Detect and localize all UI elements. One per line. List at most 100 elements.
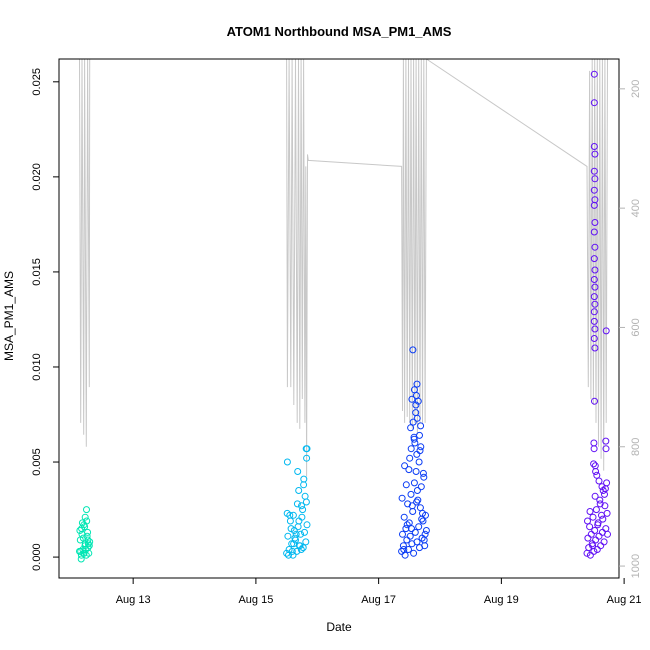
data-point — [294, 523, 302, 531]
data-point — [399, 530, 406, 538]
data-point — [401, 551, 409, 559]
data-point — [288, 540, 296, 548]
data-point — [591, 219, 599, 226]
y-tick-label: 0.005 — [31, 448, 43, 476]
data-point — [293, 547, 301, 555]
data-point — [299, 506, 307, 514]
y-tick-label: 0.015 — [31, 258, 43, 286]
x-axis-label: Date — [326, 620, 352, 634]
data-point — [84, 536, 92, 544]
data-point — [590, 308, 598, 316]
data-point — [407, 490, 415, 498]
data-point — [602, 445, 610, 453]
chart-title: ATOM1 Northbound MSA_PM1_AMS — [227, 24, 452, 39]
data-point — [591, 150, 599, 158]
data-point — [586, 508, 594, 515]
data-point — [80, 521, 88, 529]
data-point — [601, 502, 609, 510]
data-point — [284, 532, 292, 540]
series-4 — [583, 70, 611, 559]
data-point — [421, 542, 429, 550]
data-point — [79, 534, 87, 542]
data-point — [406, 454, 414, 462]
data-point — [420, 536, 428, 544]
data-point — [591, 243, 599, 251]
plot-area — [76, 59, 611, 563]
data-point — [399, 542, 407, 550]
data-point — [590, 317, 598, 325]
data-point — [596, 496, 604, 504]
data-point — [290, 540, 298, 548]
data-point — [592, 536, 600, 544]
data-point — [590, 143, 598, 150]
y-tick-label: 0.010 — [31, 353, 43, 381]
data-point — [589, 542, 597, 550]
data-point — [289, 551, 297, 559]
y2-tick-label: 800 — [630, 438, 642, 456]
data-point — [283, 458, 291, 466]
data-point — [77, 555, 85, 563]
data-point — [413, 538, 421, 546]
data-point — [407, 424, 415, 432]
data-point — [76, 527, 84, 534]
data-point — [413, 498, 421, 506]
data-point — [416, 504, 424, 512]
data-point — [408, 395, 416, 403]
data-point — [298, 502, 305, 510]
data-point — [599, 515, 607, 523]
data-point — [590, 186, 598, 194]
y2-tick-label: 400 — [630, 199, 642, 217]
data-point — [407, 445, 415, 453]
data-point — [592, 506, 600, 514]
series-2 — [283, 445, 311, 559]
y2-tick-label: 600 — [630, 318, 642, 336]
data-point — [296, 542, 304, 550]
data-point — [294, 468, 302, 475]
data-point — [587, 530, 595, 538]
data-point — [593, 471, 601, 479]
data-point — [415, 523, 423, 531]
data-point — [409, 418, 417, 426]
axes: Aug 13 Aug 15 Aug 17 Aug 19 Aug 21 0.000 0.005… — [31, 58, 642, 606]
data-point — [295, 517, 303, 525]
data-point — [591, 397, 598, 405]
data-point — [585, 544, 593, 552]
data-point — [84, 528, 92, 536]
data-point — [83, 506, 90, 514]
data-point — [590, 228, 598, 236]
x-tick-label: Aug 19 — [484, 594, 519, 606]
data-point — [82, 546, 90, 553]
data-point — [589, 513, 597, 521]
data-point — [590, 293, 598, 301]
y-tick-label: 0.020 — [31, 163, 43, 191]
data-point — [412, 401, 420, 409]
data-point — [81, 542, 89, 550]
data-point — [419, 469, 427, 477]
data-point — [303, 521, 311, 529]
data-point — [419, 517, 427, 525]
data-point — [286, 511, 294, 519]
data-point — [584, 534, 592, 542]
data-point — [398, 494, 406, 502]
data-point — [410, 435, 418, 443]
x-tick-label: Aug 17 — [361, 594, 396, 606]
data-point — [602, 525, 610, 533]
data-point — [590, 276, 598, 283]
data-point — [413, 450, 421, 458]
data-point — [591, 344, 599, 352]
series-3 — [398, 346, 430, 559]
data-point — [409, 346, 417, 354]
data-point — [412, 392, 420, 399]
data-point — [590, 335, 598, 342]
data-point — [405, 546, 412, 553]
data-point — [413, 380, 421, 388]
data-point — [286, 517, 294, 525]
data-point — [597, 542, 605, 550]
data-point — [403, 521, 411, 529]
data-point — [584, 517, 591, 525]
data-point — [297, 546, 305, 553]
data-point — [413, 414, 421, 422]
data-point — [596, 500, 604, 508]
x-tick-label: Aug 21 — [607, 594, 642, 606]
data-point — [590, 70, 598, 78]
